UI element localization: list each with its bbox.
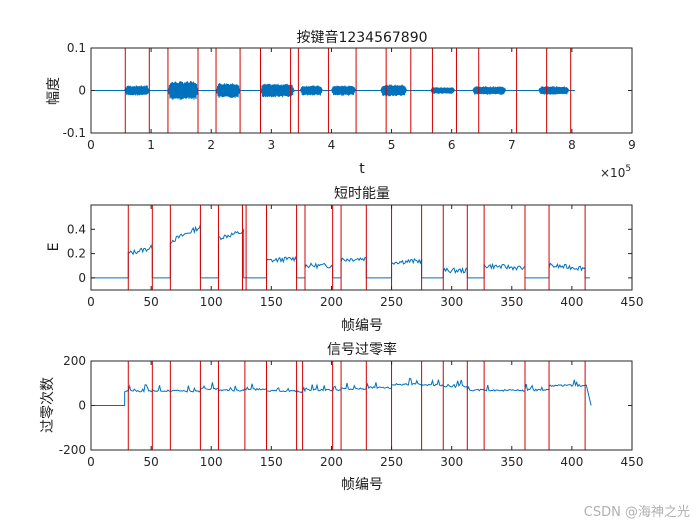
watermark-text: CSDN @海神之光 bbox=[584, 505, 690, 520]
y-tick-label: 0.2 bbox=[67, 247, 86, 261]
x-tick-label: 150 bbox=[260, 455, 283, 469]
x-tick-label: 400 bbox=[560, 455, 583, 469]
waveform-tone-burst bbox=[380, 84, 408, 97]
y-tick-label: 0 bbox=[78, 271, 86, 285]
x-tick-label: 0 bbox=[87, 138, 95, 152]
x-tick-label: 100 bbox=[200, 295, 223, 309]
x-tick-label: 100 bbox=[200, 455, 223, 469]
x-tick-label: 350 bbox=[500, 295, 523, 309]
waveform-x-exponent: ×105 bbox=[600, 164, 631, 180]
zcr-title: 信号过零率 bbox=[327, 341, 397, 358]
x-tick-label: 50 bbox=[143, 295, 158, 309]
subplot-energy: 短时能量 0 50 100 150 200 250 300 350 400 45000.20.4 … bbox=[46, 186, 643, 334]
waveform-data-layer bbox=[91, 81, 575, 100]
waveform-x-exponent-base: ×10 bbox=[600, 166, 625, 180]
waveform-segment-markers bbox=[124, 48, 572, 133]
waveform-axis-ticks: 0 1 2 3 4 5 6 7 8 9-0.100.1 bbox=[63, 41, 636, 152]
y-tick-label: 200 bbox=[63, 354, 86, 368]
energy-ylabel: E bbox=[46, 243, 62, 252]
x-tick-label: 250 bbox=[380, 455, 403, 469]
x-tick-label: 6 bbox=[448, 138, 456, 152]
zcr-segment-markers bbox=[127, 361, 586, 450]
y-tick-label: 0.4 bbox=[67, 222, 86, 236]
x-tick-label: 200 bbox=[320, 455, 343, 469]
x-tick-label: 0 bbox=[87, 295, 95, 309]
x-tick-label: 400 bbox=[560, 295, 583, 309]
x-tick-label: 1 bbox=[147, 138, 155, 152]
y-tick-label: -0.1 bbox=[63, 126, 86, 140]
energy-xlabel: 帧编号 bbox=[341, 318, 383, 334]
waveform-xlabel: t bbox=[359, 161, 365, 177]
energy-data-layer bbox=[90, 224, 590, 279]
subplot-waveform: 按键音1234567890 0 1 2 3 4 5 6 7 8 9-0.100.1 t 幅度 ×1… bbox=[46, 29, 636, 180]
waveform-ylabel: 幅度 bbox=[46, 77, 62, 105]
x-tick-label: 2 bbox=[207, 138, 215, 152]
waveform-tone-burst bbox=[538, 86, 570, 95]
energy-segment-markers bbox=[127, 205, 586, 290]
x-tick-label: 9 bbox=[628, 138, 636, 152]
zcr-xlabel: 帧编号 bbox=[341, 477, 383, 493]
x-tick-label: 5 bbox=[388, 138, 396, 152]
x-tick-label: 50 bbox=[143, 455, 158, 469]
x-tick-label: 300 bbox=[440, 295, 463, 309]
waveform-x-exponent-power: 5 bbox=[625, 164, 631, 174]
waveform-tone-burst bbox=[299, 85, 323, 96]
waveform-tone-burst bbox=[215, 83, 241, 99]
zcr-ylabel: 过零次数 bbox=[40, 377, 56, 433]
y-tick-label: 0 bbox=[78, 84, 86, 98]
x-tick-label: 200 bbox=[320, 295, 343, 309]
waveform-tone-burst bbox=[260, 83, 295, 98]
energy-axis-ticks: 0 50 100 150 200 250 300 350 400 450 0 0.2 0.4 bbox=[67, 205, 644, 309]
energy-title: 短时能量 bbox=[334, 186, 390, 202]
x-tick-label: 450 bbox=[621, 455, 644, 469]
x-tick-label: 300 bbox=[440, 455, 463, 469]
x-tick-label: 3 bbox=[268, 138, 276, 152]
waveform-tone-burst bbox=[124, 85, 150, 96]
x-tick-label: 0 bbox=[87, 455, 95, 469]
x-tick-label: 8 bbox=[568, 138, 576, 152]
energy-series-line bbox=[90, 224, 590, 279]
waveform-tone-burst bbox=[430, 87, 456, 94]
waveform-tone-burst bbox=[330, 85, 356, 96]
x-tick-label: 450 bbox=[621, 295, 644, 309]
x-tick-label: 350 bbox=[500, 455, 523, 469]
waveform-title: 按键音1234567890 bbox=[296, 29, 427, 46]
y-tick-label: 0.1 bbox=[67, 41, 86, 55]
x-tick-label: 4 bbox=[328, 138, 336, 152]
waveform-tone-burst bbox=[167, 81, 199, 100]
waveform-tone-burst bbox=[472, 86, 507, 95]
subplot-zero-crossing: 信号过零率 0 50 100 150 200 250 300 350 400 450-200020… bbox=[40, 341, 643, 493]
x-tick-label: 250 bbox=[380, 295, 403, 309]
x-tick-label: 7 bbox=[508, 138, 516, 152]
x-tick-label: 150 bbox=[260, 295, 283, 309]
energy-plot-frame bbox=[90, 204, 633, 291]
y-tick-label: -200 bbox=[59, 443, 86, 457]
y-tick-label: 0 bbox=[78, 399, 86, 413]
